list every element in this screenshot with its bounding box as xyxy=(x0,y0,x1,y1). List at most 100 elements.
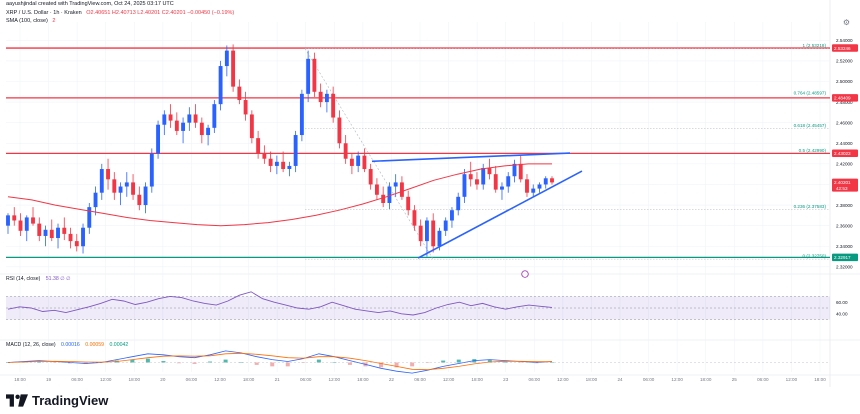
price-tag-text: 2.40201 xyxy=(834,180,851,185)
candle-body xyxy=(156,124,161,154)
macd-legend: MACD (12, 26, close) 0.00016 0.00059 0.0… xyxy=(6,342,132,348)
candle-body xyxy=(393,182,398,187)
candle-body xyxy=(68,233,73,242)
candle-body xyxy=(199,122,204,136)
macd-histogram-bar xyxy=(239,362,244,363)
candle-body xyxy=(318,91,323,103)
candle-body xyxy=(212,104,217,128)
candle-body xyxy=(49,229,54,239)
macd-histogram-bar xyxy=(52,362,57,363)
fib-level-label: 0.236 (2.37583) xyxy=(794,204,827,209)
fib-trend-line xyxy=(304,48,434,260)
time-axis-label: 18:00 xyxy=(243,377,255,382)
time-axis-label: 24 xyxy=(617,377,623,382)
candle-body xyxy=(462,174,467,197)
candle-body xyxy=(425,220,429,242)
rsi-label[interactable]: RSI (14, close) xyxy=(6,276,41,282)
time-axis-label: 12:00 xyxy=(557,377,569,382)
candle-body xyxy=(62,227,67,234)
candle-body xyxy=(493,174,498,190)
candle-body xyxy=(287,165,292,170)
macd-histogram-bar xyxy=(503,361,508,363)
candle-body xyxy=(206,127,211,136)
candle-body xyxy=(456,196,461,211)
author-text: aayushjindal created with TradingView.co… xyxy=(6,1,174,7)
time-axis-label: 12:00 xyxy=(100,377,112,382)
sma-label[interactable]: SMA (100, close) xyxy=(6,18,48,24)
macd-label[interactable]: MACD (12, 26, close) xyxy=(6,342,56,348)
time-axis-label: 21 xyxy=(275,377,281,382)
fib-level-label: 0.764 (2.48597) xyxy=(794,90,827,95)
macd-histogram-bar xyxy=(441,360,446,363)
price-tag xyxy=(832,94,858,102)
time-axis-label: 06:00 xyxy=(300,377,312,382)
candle-body xyxy=(181,122,186,131)
candle-body xyxy=(324,93,329,103)
macd-histogram-bar xyxy=(37,361,42,363)
candle-body xyxy=(118,186,123,193)
candle-body xyxy=(143,186,148,206)
candle-body xyxy=(543,178,548,185)
macd-histogram-bar xyxy=(347,362,352,365)
candle-body xyxy=(24,217,29,231)
macd-histogram-bar xyxy=(487,360,492,363)
time-axis-label: 18:00 xyxy=(814,377,826,382)
candle-body xyxy=(187,114,192,123)
price-axis-label: 2.46000 xyxy=(836,120,853,125)
macd-histogram-bar xyxy=(394,362,399,368)
price-axis-label: 2.48000 xyxy=(836,100,853,105)
tradingview-brand: TradingView xyxy=(32,393,109,408)
tradingview-logo[interactable]: TradingView xyxy=(6,393,108,408)
candle-body xyxy=(481,167,486,185)
price-axis-label: 2.52000 xyxy=(836,59,853,64)
upper-trendline xyxy=(371,152,571,163)
candle-body xyxy=(224,50,229,67)
price-axis-label: 2.32000 xyxy=(836,265,853,270)
price-axis-label: 2.54000 xyxy=(836,38,853,43)
candle-body xyxy=(274,161,279,166)
time-axis-label: 18:00 xyxy=(700,377,712,382)
macd-histogram-bar xyxy=(130,359,135,363)
candle-body xyxy=(381,194,386,204)
symbol-name[interactable]: XRP / U.S. Dollar · 1h · Kraken xyxy=(6,10,82,16)
time-axis-label: 06:00 xyxy=(186,377,198,382)
candle-body xyxy=(174,120,179,131)
price-tag xyxy=(832,253,858,262)
price-tag-text: 2.53246 xyxy=(834,46,851,51)
macd-value-2: 0.00059 xyxy=(85,342,105,348)
time-axis-label: 12:00 xyxy=(214,377,226,382)
candle-body xyxy=(43,229,48,236)
price-tag-subtext: 42:53 xyxy=(836,186,848,191)
candle-body xyxy=(281,161,286,170)
candle-body xyxy=(12,215,17,221)
macd-histogram-bar xyxy=(208,361,213,363)
event-marker xyxy=(521,270,529,278)
time-axis-label: 18:00 xyxy=(586,377,598,382)
candle-body xyxy=(387,186,392,204)
macd-histogram-bar xyxy=(316,359,321,363)
price-tag-text: 2.32917 xyxy=(834,255,851,260)
candle-body xyxy=(74,241,79,247)
rsi-axis-label: 60.00 xyxy=(836,300,848,305)
macd-histogram-bar xyxy=(6,362,10,363)
candle-body xyxy=(431,220,436,247)
candle-body xyxy=(362,155,367,170)
settings-icon[interactable]: ⚙ xyxy=(842,18,850,27)
time-axis-label: 23 xyxy=(503,377,509,382)
time-axis-label: 06:00 xyxy=(71,377,83,382)
fib-level-label: 1 (2.53218) xyxy=(803,43,827,48)
macd-histogram-bar xyxy=(379,362,384,368)
rsi-line xyxy=(7,291,553,316)
author-line: aayushjindal created with TradingView.co… xyxy=(6,1,177,8)
price-axis-label: 2.44000 xyxy=(836,141,853,146)
price-tag-text: 2.43023 xyxy=(834,151,851,156)
candle-body xyxy=(518,163,523,180)
candle-body xyxy=(162,114,167,125)
macd-histogram-bar xyxy=(176,362,181,364)
candle-body xyxy=(243,100,248,115)
candle-body xyxy=(131,182,135,195)
symbol-header: XRP / U.S. Dollar · 1h · Kraken O2.40651… xyxy=(6,10,237,17)
candle-body xyxy=(537,184,542,189)
time-axis-label: 12:00 xyxy=(443,377,455,382)
